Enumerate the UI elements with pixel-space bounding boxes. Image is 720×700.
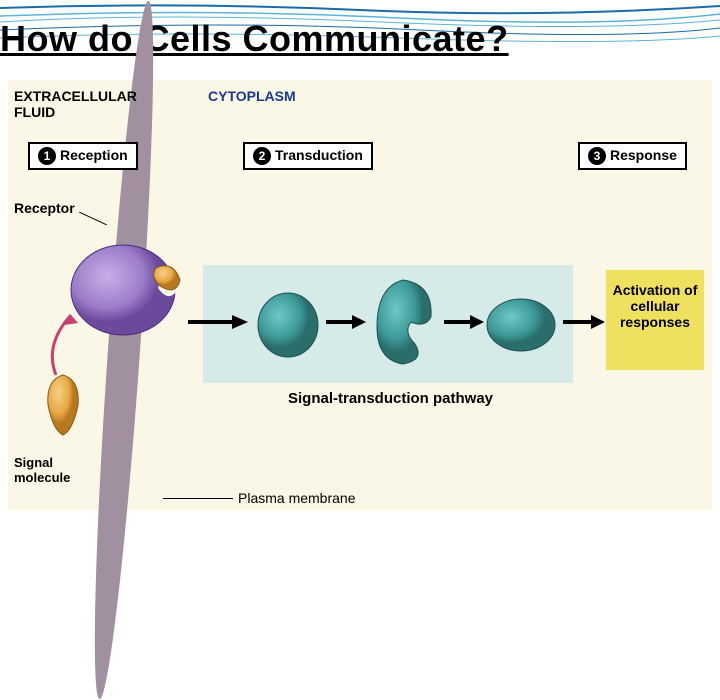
- step-2-box: 2Transduction: [243, 142, 373, 170]
- step-3-num: 3: [588, 147, 606, 165]
- step-2-label: Transduction: [275, 147, 363, 163]
- arrow-4: [563, 312, 605, 332]
- pathway-label: Signal-transduction pathway: [288, 390, 493, 407]
- pathway-protein-1: [253, 285, 323, 360]
- step-1-label: Reception: [60, 147, 128, 163]
- signal-arrow: [36, 305, 116, 380]
- arrow-1: [188, 312, 248, 332]
- step-3-label: Response: [610, 147, 677, 163]
- plasma-leader: [163, 498, 233, 499]
- extracellular-label: EXTRACELLULAR FLUID: [14, 88, 137, 120]
- pathway-protein-3: [483, 295, 558, 355]
- arrow-2: [326, 312, 366, 332]
- cytoplasm-label: CYTOPLASM: [208, 88, 296, 104]
- pathway-protein-2: [363, 272, 443, 372]
- receptor-leader: [79, 212, 107, 226]
- step-2-num: 2: [253, 147, 271, 165]
- page-title: How do Cells Communicate?: [0, 18, 720, 60]
- arrow-3: [444, 312, 484, 332]
- step-3-box: 3Response: [578, 142, 687, 170]
- receptor-label: Receptor: [14, 200, 75, 216]
- step-1-num: 1: [38, 147, 56, 165]
- response-text: Activation of cellular responses: [613, 282, 698, 330]
- diagram-area: EXTRACELLULAR FLUID CYTOPLASM 1Reception…: [8, 80, 712, 510]
- signal-molecule-shape: [38, 370, 88, 440]
- plasma-membrane-label: Plasma membrane: [238, 490, 356, 506]
- signal-molecule-label: Signal molecule: [14, 455, 70, 485]
- step-1-box: 1Reception: [28, 142, 138, 170]
- response-box: Activation of cellular responses: [606, 270, 704, 370]
